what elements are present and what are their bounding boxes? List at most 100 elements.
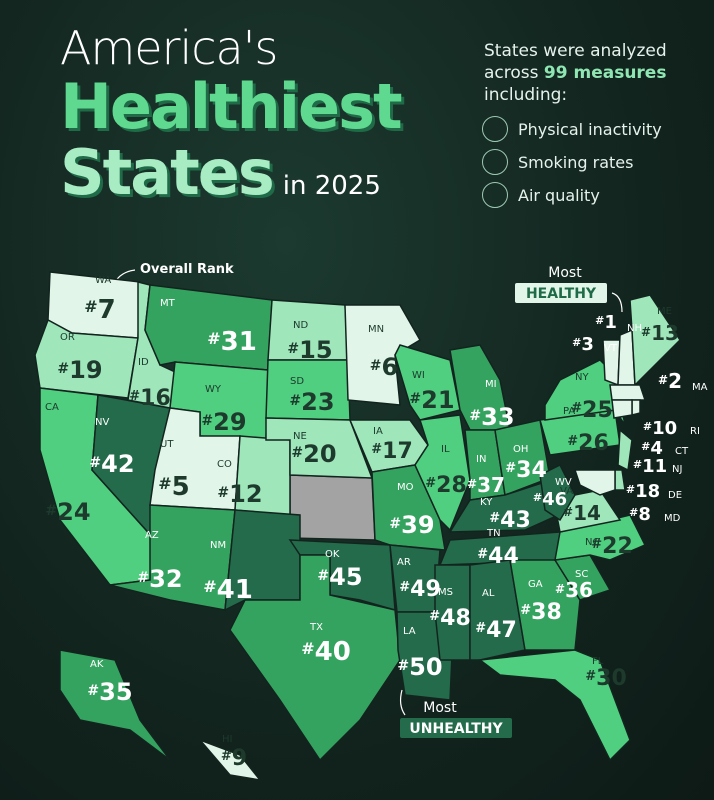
rank-value: 24: [57, 498, 90, 526]
state-rank: #5: [158, 472, 190, 502]
state: [614, 469, 626, 491]
rank-symbol: #: [567, 434, 578, 449]
state-rank: #38: [520, 600, 562, 625]
rank-value: 21: [421, 386, 454, 414]
state: [199, 739, 262, 782]
state-abbr: OK: [325, 549, 340, 560]
state-abbr: NJ: [672, 464, 682, 475]
state-rank: #36: [555, 578, 593, 602]
annotation: UNHEALTHY: [409, 721, 503, 737]
rank-value: 26: [578, 431, 609, 456]
rank-value: 32: [149, 565, 182, 593]
state-rank: #25: [571, 398, 613, 423]
rank-value: 5: [172, 472, 190, 502]
rank-value: 12: [229, 480, 262, 508]
state-rank: #15: [287, 336, 332, 364]
state: [611, 399, 633, 419]
rank-value: 13: [651, 321, 679, 345]
state: [539, 463, 576, 522]
state-rank: #35: [87, 678, 132, 706]
state-abbr: NE: [293, 431, 307, 442]
state-abbr: IA: [373, 426, 383, 437]
title-suffix: in 2025: [282, 171, 381, 201]
state-rank: #42: [89, 450, 134, 478]
rank-value: 6: [382, 353, 399, 381]
state-abbr: MO: [397, 482, 414, 493]
state-rank: #21: [409, 386, 454, 414]
state-rank: #41: [203, 575, 253, 605]
state-abbr: NH: [627, 323, 642, 334]
rank-value: 4: [650, 438, 663, 459]
rank-symbol: #: [158, 474, 171, 493]
rank-symbol: #: [641, 325, 651, 339]
title-line: America's: [60, 21, 278, 75]
rank-symbol: #: [287, 341, 299, 357]
rank-symbol: #: [643, 420, 652, 433]
state: [414, 414, 471, 532]
state-rank: #37: [467, 473, 505, 497]
rank-symbol: #: [555, 582, 565, 596]
rank-symbol: #: [641, 440, 650, 453]
rank-symbol: #: [129, 389, 140, 404]
rank-value: 30: [596, 666, 627, 691]
rank-value: 38: [531, 600, 562, 625]
rank-symbol: #: [370, 358, 382, 374]
rank-symbol: #: [489, 511, 500, 526]
rank-symbol: #: [429, 609, 440, 624]
rank-symbol: #: [533, 491, 542, 504]
intro-text: States were analyzed across: [484, 41, 667, 83]
rank-value: 19: [69, 356, 102, 384]
rank-symbol: #: [563, 505, 573, 519]
state-rank: #28: [425, 473, 467, 498]
rank-symbol: #: [203, 577, 216, 596]
rank-symbol: #: [626, 483, 635, 496]
state-abbr: HI: [222, 734, 232, 745]
state-rank: #1: [595, 312, 617, 333]
state-rank: #24: [45, 498, 90, 526]
annotation: Most: [548, 265, 582, 281]
state-rank: #34: [505, 458, 547, 483]
state-rank: #9: [221, 746, 247, 771]
state-abbr: VT: [604, 343, 618, 354]
state-abbr: SC: [575, 569, 588, 580]
rank-symbol: #: [301, 639, 314, 658]
state-abbr: AZ: [145, 530, 159, 541]
state: [478, 649, 631, 762]
measure-label: Smoking rates: [518, 152, 634, 172]
state-rank: #30: [585, 666, 627, 691]
rank-symbol: #: [425, 476, 436, 491]
rank-symbol: #: [217, 485, 229, 501]
state: [631, 399, 641, 416]
state-rank: #4: [641, 438, 663, 459]
state-abbr: WY: [205, 384, 222, 395]
state-unranked: [289, 474, 376, 541]
state-abbr: NV: [95, 417, 109, 428]
state-abbr: CT: [675, 446, 689, 457]
rank-symbol: #: [585, 669, 596, 684]
rank-symbol: #: [389, 516, 401, 532]
states: [34, 271, 681, 782]
annotation-box: [515, 283, 607, 303]
state-rank: #20: [291, 440, 336, 468]
rank-value: 33: [481, 403, 514, 431]
state-abbr: CA: [45, 402, 59, 413]
state-rank: #40: [301, 637, 351, 667]
state-rank: #50: [397, 653, 442, 681]
state: [617, 428, 633, 472]
state-abbr: LA: [403, 626, 416, 637]
state-abbr: ME: [657, 306, 672, 317]
state-rank: #10: [643, 418, 677, 439]
rank-symbol: #: [520, 603, 531, 618]
state-abbr: KY: [480, 497, 493, 508]
state-rank: #33: [469, 403, 514, 431]
rank-value: 39: [401, 511, 434, 539]
rank-value: 15: [299, 336, 332, 364]
rank-value: 43: [500, 508, 531, 533]
state-rank: #23: [289, 388, 334, 416]
rank-value: 7: [98, 295, 116, 325]
rank-value: 34: [516, 458, 547, 483]
intro-text: including:: [484, 85, 568, 105]
rank-symbol: #: [469, 408, 481, 424]
annotation: Most: [423, 700, 457, 716]
